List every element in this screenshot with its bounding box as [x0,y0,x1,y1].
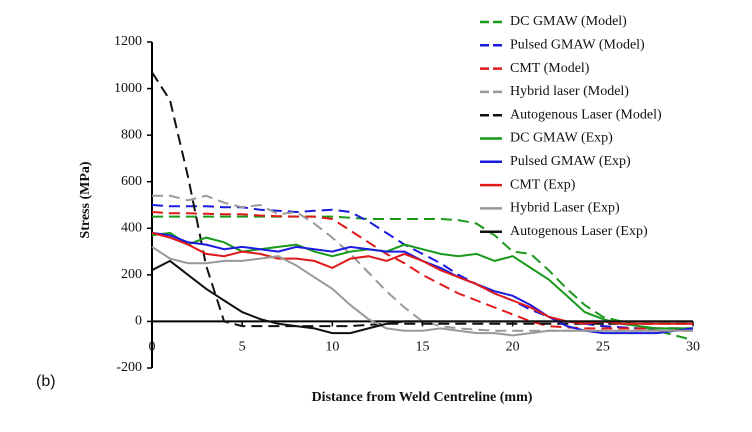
x-tick-label: 15 [416,340,430,355]
y-tick-label: -200 [116,360,142,375]
legend-label: Pulsed GMAW (Model) [510,38,645,53]
legend-label: DC GMAW (Exp) [510,131,613,146]
series-line [151,211,693,330]
y-tick-label: 0 [135,314,142,329]
x-tick-label: 0 [149,340,156,355]
series-line [152,215,694,342]
x-tick-label: 5 [239,340,246,355]
y-tick-label: 1000 [114,81,142,96]
y-axis-label: Stress (MPa) [78,161,93,238]
y-tick-label: 800 [121,127,142,142]
legend-label: Hybrid Laser (Exp) [510,201,620,216]
x-axis-label: Distance from Weld Centreline (mm) [312,390,533,405]
y-tick-label: 1200 [114,34,142,49]
panel-label: (b) [36,373,56,390]
legend-label: CMT (Model) [510,61,590,76]
series-line [152,194,693,332]
x-tick-label: 25 [596,340,610,355]
series-line [151,246,693,337]
x-tick-label: 20 [506,340,520,355]
legend-label: Autogenous Laser (Model) [510,107,662,122]
legend-label: Hybrid laser (Model) [510,84,629,99]
series-line [151,71,693,328]
legend-label: DC GMAW (Model) [510,14,627,29]
y-tick-label: 200 [121,267,142,282]
legend-label: Pulsed GMAW (Exp) [510,154,631,169]
y-tick-label: 400 [121,221,142,236]
legend-label: Autogenous Laser (Exp) [510,224,648,239]
y-tick-label: 600 [121,174,142,189]
legend-label: CMT (Exp) [510,177,576,192]
x-tick-label: 30 [686,340,700,355]
x-tick-label: 10 [325,340,339,355]
series-line [151,259,693,335]
